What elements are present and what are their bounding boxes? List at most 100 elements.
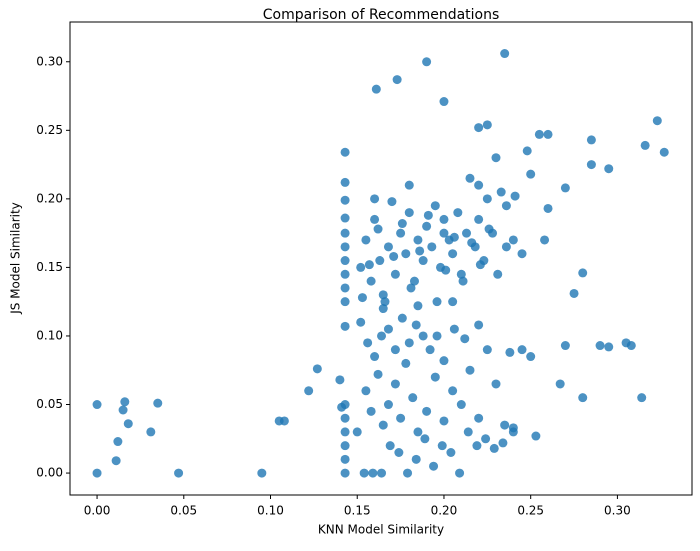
point <box>578 268 588 278</box>
point <box>640 140 650 150</box>
point <box>389 251 399 261</box>
point <box>432 331 442 341</box>
x-tick-label: 0.05 <box>170 504 197 518</box>
point <box>304 386 314 396</box>
point <box>335 375 345 385</box>
point <box>430 372 440 382</box>
point <box>397 219 407 229</box>
point <box>522 146 532 156</box>
point <box>92 400 102 410</box>
point <box>508 235 518 245</box>
point <box>377 468 387 478</box>
point <box>340 283 350 293</box>
point <box>462 228 472 238</box>
point <box>257 468 267 478</box>
point <box>385 441 395 451</box>
point <box>441 265 451 275</box>
point <box>378 304 388 314</box>
point <box>404 208 414 218</box>
point <box>174 468 184 478</box>
point <box>113 437 123 447</box>
point <box>409 276 419 286</box>
point <box>373 224 383 234</box>
point <box>505 347 515 357</box>
point <box>340 256 350 266</box>
point <box>403 468 413 478</box>
point <box>510 191 520 201</box>
point <box>422 57 432 67</box>
point <box>390 269 400 279</box>
point <box>340 269 350 279</box>
point <box>364 260 374 270</box>
point <box>456 269 466 279</box>
point <box>357 293 367 303</box>
point <box>340 297 350 307</box>
point <box>455 468 465 478</box>
point <box>465 365 475 375</box>
point <box>340 441 350 451</box>
point <box>370 194 380 204</box>
point <box>526 352 536 362</box>
point <box>418 256 428 266</box>
x-tick-label: 0.30 <box>604 504 631 518</box>
y-axis-label: JS Model Similarity <box>9 202 23 315</box>
point <box>449 324 459 334</box>
point <box>637 393 647 403</box>
point <box>404 338 414 348</box>
point <box>543 129 553 139</box>
point <box>387 197 397 207</box>
y-tick-label: 0.00 <box>36 466 63 480</box>
point <box>404 180 414 190</box>
point <box>396 413 406 423</box>
point <box>501 242 511 252</box>
x-tick-label: 0.20 <box>431 504 458 518</box>
point <box>652 116 662 126</box>
point <box>465 173 475 183</box>
point <box>489 443 499 453</box>
point <box>569 288 579 298</box>
point <box>474 123 484 133</box>
point <box>340 454 350 464</box>
point <box>586 160 596 170</box>
point <box>475 260 485 270</box>
point <box>448 249 458 259</box>
point <box>370 214 380 224</box>
point <box>373 369 383 379</box>
point <box>352 427 362 437</box>
point <box>340 400 350 410</box>
point <box>340 468 350 478</box>
x-axis-label: KNN Model Similarity <box>318 523 444 537</box>
point <box>446 447 456 457</box>
point <box>423 210 433 220</box>
point <box>432 297 442 307</box>
point <box>368 468 378 478</box>
point <box>340 177 350 187</box>
point <box>578 393 588 403</box>
point <box>111 456 121 466</box>
point <box>340 427 350 437</box>
point <box>363 338 373 348</box>
x-tick-label: 0.00 <box>84 504 111 518</box>
point <box>92 468 102 478</box>
point <box>422 221 432 231</box>
point <box>383 400 393 410</box>
y-tick-label: 0.05 <box>36 397 63 411</box>
point <box>482 345 492 355</box>
point <box>474 214 484 224</box>
point <box>543 203 553 213</box>
x-tick-label: 0.25 <box>517 504 544 518</box>
point <box>406 283 416 293</box>
point <box>383 242 393 252</box>
point <box>383 324 393 334</box>
point <box>356 317 366 327</box>
point <box>377 331 387 341</box>
point <box>375 256 385 266</box>
point <box>340 413 350 423</box>
point <box>595 341 605 351</box>
point <box>418 331 428 341</box>
point <box>467 238 477 248</box>
point <box>378 420 388 430</box>
point <box>439 416 449 426</box>
y-tick-label: 0.25 <box>36 123 63 137</box>
